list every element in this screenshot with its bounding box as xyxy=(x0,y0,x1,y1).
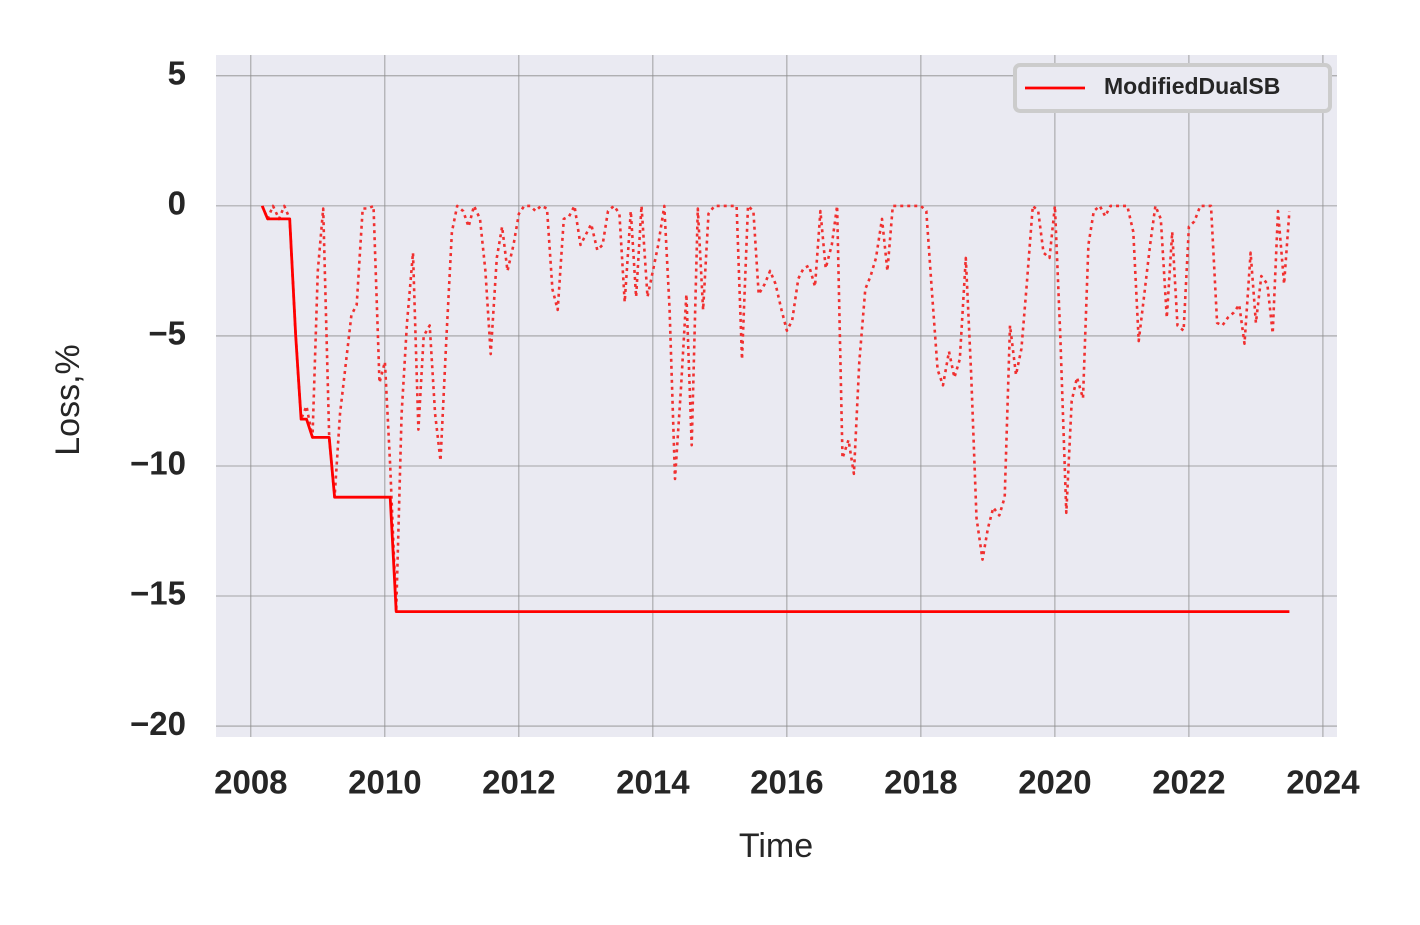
x-tick-label: 2012 xyxy=(482,764,555,801)
legend-box xyxy=(1013,63,1332,113)
x-tick-label: 2010 xyxy=(348,764,421,801)
y-axis-label: Loss,% xyxy=(49,344,87,456)
y-tick-label: −5 xyxy=(148,315,186,352)
y-tick-label: −15 xyxy=(130,575,186,612)
x-tick-label: 2022 xyxy=(1152,764,1225,801)
x-tick-label: 2018 xyxy=(884,764,957,801)
x-tick-label: 2016 xyxy=(750,764,823,801)
y-tick-label: 5 xyxy=(168,55,186,92)
plot-area xyxy=(216,55,1337,737)
y-tick-label: −20 xyxy=(130,705,186,742)
x-axis-label: Time xyxy=(739,827,813,865)
x-tick-label: 2014 xyxy=(616,764,690,801)
data-line xyxy=(260,204,1291,613)
legend-label: ModifiedDualSB xyxy=(1104,73,1280,99)
x-tick-label: 2024 xyxy=(1286,764,1360,801)
y-tick-label: −10 xyxy=(130,445,186,482)
data-line xyxy=(260,205,1290,613)
x-tick-label: 2020 xyxy=(1018,764,1091,801)
x-tick-label: 2008 xyxy=(214,764,287,801)
y-tick-label: 0 xyxy=(168,185,186,222)
